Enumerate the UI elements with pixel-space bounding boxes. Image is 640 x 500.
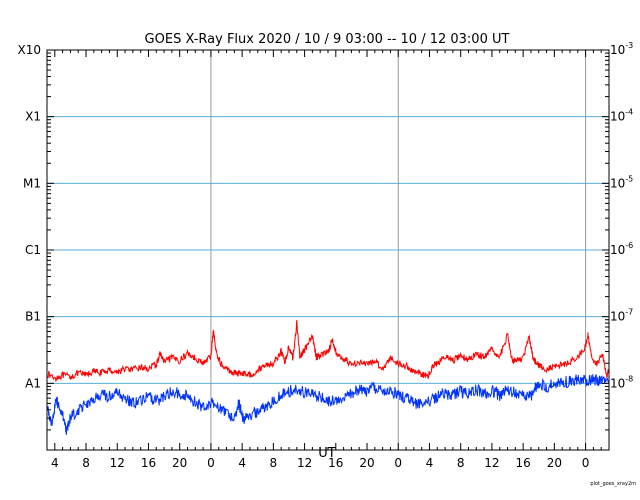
left-axis-labels: X10 X1 M1 C1 B1 A1 — [18, 43, 42, 390]
x-tick-label: 0 — [207, 456, 215, 470]
flare-class-label: X10 — [18, 43, 42, 57]
x-tick-label: 12 — [110, 456, 125, 470]
x-tick-label: 20 — [172, 456, 187, 470]
x-tick-label: 4 — [426, 456, 434, 470]
flare-class-label: C1 — [25, 243, 41, 257]
right-axis-labels: 10-3 10-4 10-5 10-6 10-7 10-8 — [610, 41, 633, 390]
short-wavelength-flux-line — [46, 373, 610, 435]
x-tick-label: 20 — [547, 456, 562, 470]
x-tick-label: 4 — [238, 456, 246, 470]
x-tick-label: 0 — [582, 456, 590, 470]
long-wavelength-flux-line — [46, 319, 610, 383]
flux-series — [46, 319, 610, 435]
flare-class-label: X1 — [25, 110, 41, 124]
gridlines — [47, 50, 609, 450]
flux-decade-label: 10-6 — [610, 241, 633, 257]
flux-decade-label: 10-4 — [610, 108, 633, 124]
axis-ticks — [46, 50, 610, 451]
x-tick-label: 16 — [141, 456, 156, 470]
flare-class-label: B1 — [25, 310, 41, 324]
x-tick-label: 0 — [394, 456, 402, 470]
flux-decade-label: 10-3 — [610, 41, 633, 57]
x-tick-label: 12 — [297, 456, 312, 470]
flux-decade-label: 10-8 — [610, 374, 633, 390]
x-axis-tick-labels: 4 8 12 16 20 0 4 8 12 16 20 0 4 8 12 16 20 0 — [51, 456, 589, 470]
x-tick-label: 4 — [51, 456, 59, 470]
x-tick-label: 20 — [359, 456, 374, 470]
x-tick-label: 8 — [82, 456, 90, 470]
chart-title: GOES X-Ray Flux 2020 / 10 / 9 03:00 -- 1… — [145, 32, 510, 47]
x-tick-label: 12 — [484, 456, 499, 470]
x-tick-label: 16 — [328, 456, 343, 470]
flare-class-label: A1 — [25, 376, 41, 390]
x-tick-label: 8 — [457, 456, 465, 470]
flare-class-label: M1 — [23, 176, 41, 190]
x-tick-label: 8 — [270, 456, 278, 470]
flux-decade-label: 10-5 — [610, 174, 633, 190]
plot-credit: plot_goes_xray2m — [590, 481, 636, 487]
x-tick-label: 16 — [515, 456, 530, 470]
x-axis-label: UT — [318, 446, 336, 461]
flux-decade-label: 10-7 — [610, 308, 633, 324]
